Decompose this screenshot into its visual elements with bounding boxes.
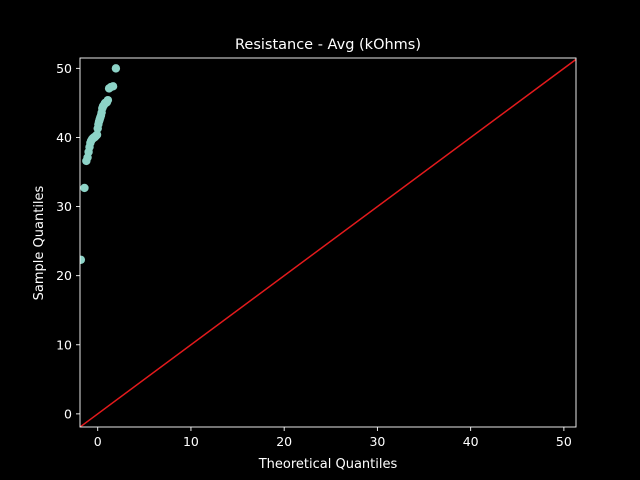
y-tick-label: 20	[56, 268, 72, 283]
chart-title: Resistance - Avg (kOhms)	[235, 37, 421, 53]
data-point	[80, 255, 86, 264]
y-tick-label: 30	[56, 199, 72, 214]
x-axis-label: Theoretical Quantiles	[258, 457, 398, 472]
plot-contents	[80, 58, 576, 427]
x-tick-label: 50	[556, 434, 572, 449]
data-point	[92, 130, 102, 139]
axes: 0 10 20 30 40 50 0 10 20 30 40 50	[56, 57, 577, 449]
plot-area	[80, 58, 576, 427]
reference-line	[80, 58, 576, 427]
data-point	[103, 95, 113, 105]
x-tick-label: 0	[94, 434, 102, 449]
y-tick-label: 0	[64, 406, 72, 421]
y-axis-label: Sample Quantiles	[32, 185, 47, 300]
data-point	[111, 64, 121, 73]
x-tick-label: 10	[183, 434, 199, 449]
axes-frame	[79, 57, 577, 428]
y-tick-label: 50	[56, 61, 72, 76]
x-tick-label: 30	[369, 434, 385, 449]
y-tick-label: 40	[56, 130, 72, 145]
data-point	[80, 183, 89, 193]
data-point	[108, 82, 118, 91]
x-tick-label: 40	[463, 434, 479, 449]
y-tick-label: 10	[56, 337, 72, 352]
x-tick-label: 20	[276, 434, 292, 449]
